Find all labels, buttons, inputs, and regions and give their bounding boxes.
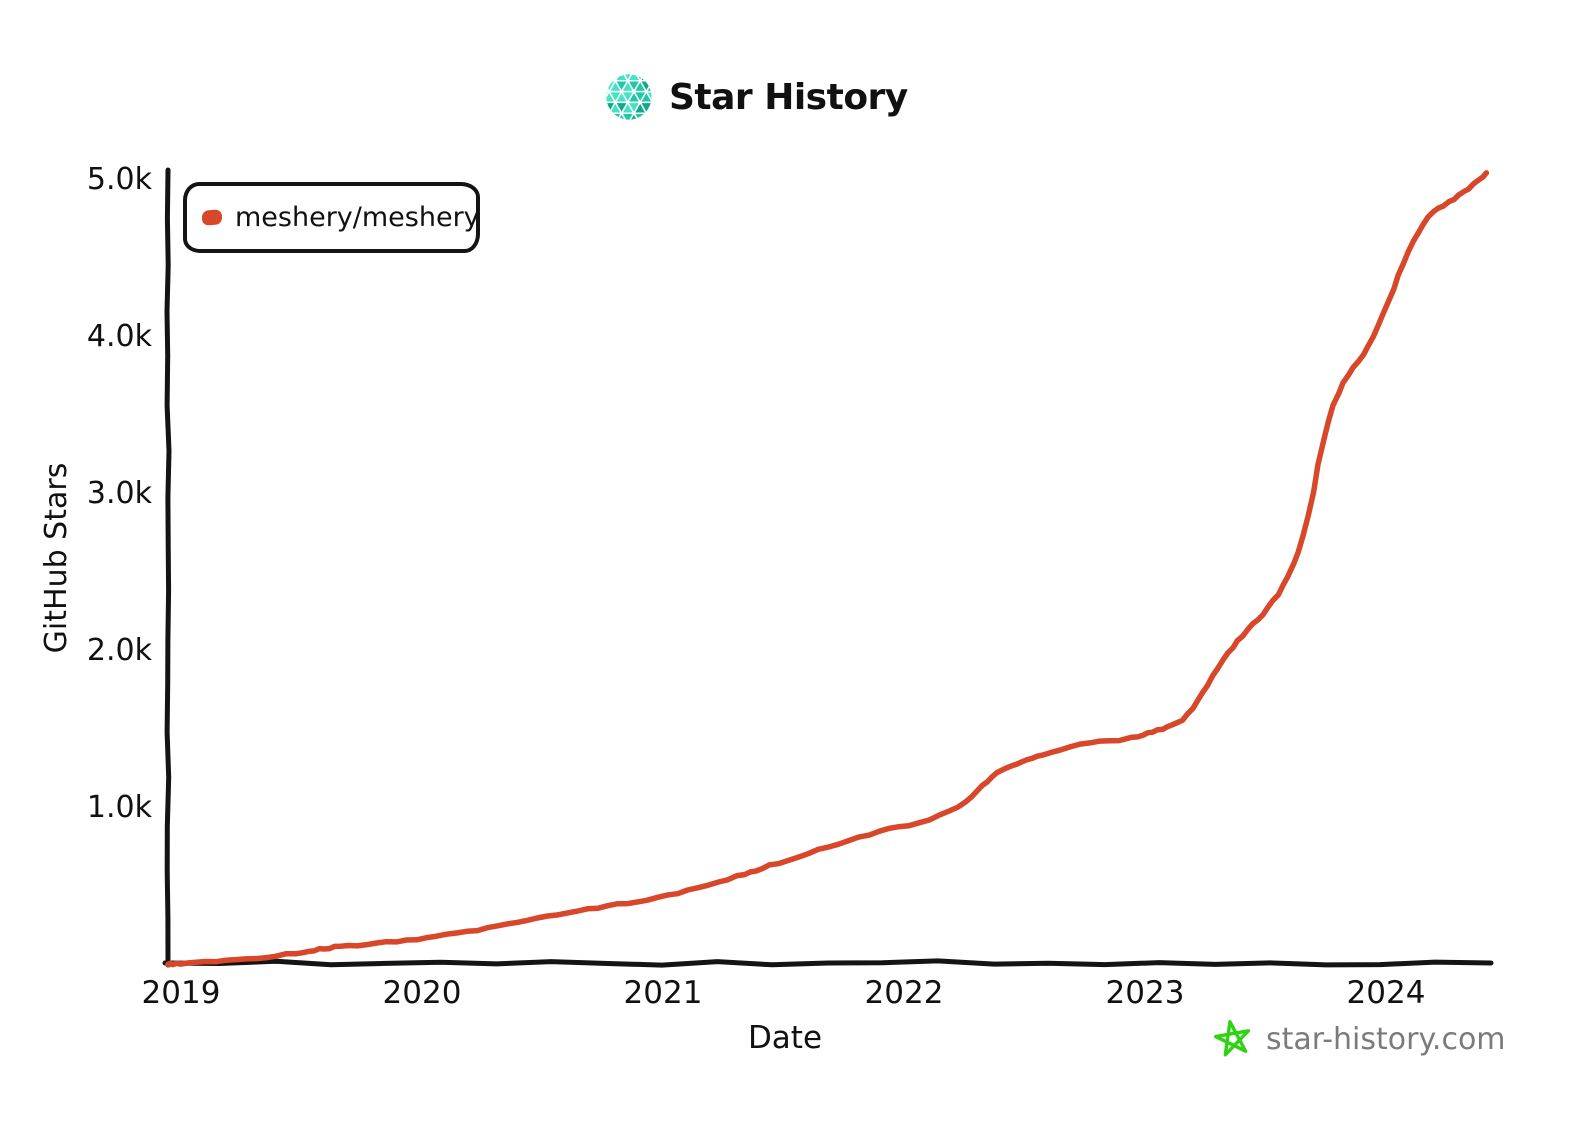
y-tick-2k: 2.0k [86,633,152,668]
x-tick-2022: 2022 [864,975,944,1011]
y-tick-3k: 3.0k [86,476,152,511]
x-tick-2021: 2021 [623,975,703,1011]
x-axis-title: Date [747,1020,823,1056]
star-history-logo-icon [606,74,652,120]
x-tick-2019: 2019 [141,975,221,1011]
series-name-label: meshery/meshery [235,202,480,233]
x-tick-2024: 2024 [1346,975,1426,1011]
y-axis-title: GitHub Stars [39,462,74,654]
legend: meshery/meshery [183,182,480,253]
x-tick-2023: 2023 [1105,975,1185,1011]
green-star-icon [1214,1020,1251,1057]
watermark: star-history.com [1212,1014,1506,1064]
watermark-text: star-history.com [1266,1021,1506,1057]
x-tick-2020: 2020 [382,975,462,1011]
y-tick-1k: 1.0k [86,790,152,825]
chart-header: Star History [606,71,908,123]
y-tick-5k: 5.0k [86,162,152,197]
series-color-marker [201,209,223,226]
y-tick-4k: 4.0k [86,319,152,354]
chart-title: Star History [669,76,908,118]
